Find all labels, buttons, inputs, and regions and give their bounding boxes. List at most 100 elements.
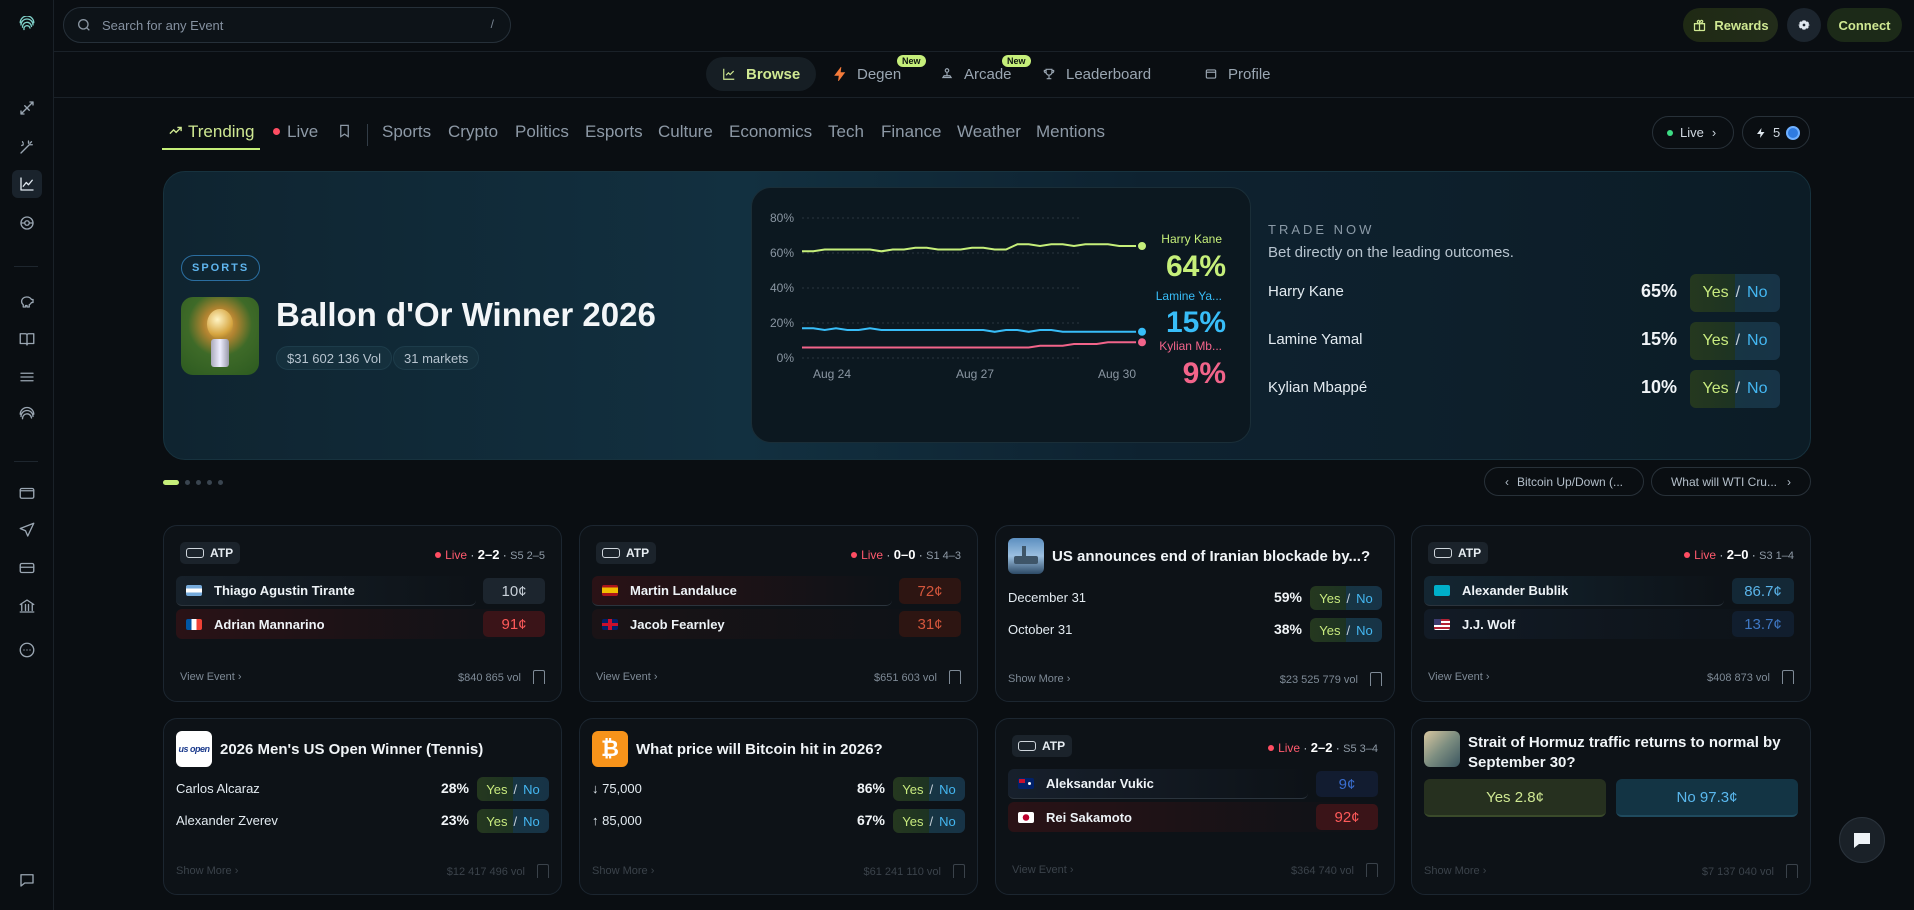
price-button[interactable]: 13.7¢ xyxy=(1732,611,1794,637)
tab-bookmarks[interactable] xyxy=(337,122,352,142)
connect-button[interactable]: Connect xyxy=(1827,8,1902,42)
player-row[interactable]: J.J. Wolf xyxy=(1424,609,1787,639)
price-button[interactable]: 86.7¢ xyxy=(1732,578,1794,604)
tab-profile[interactable]: Profile xyxy=(1188,57,1287,91)
tab-arcade[interactable]: Arcade xyxy=(924,57,1028,91)
yes-button[interactable]: Yes xyxy=(1319,590,1341,606)
yes-button[interactable]: Yes xyxy=(486,781,508,797)
tab-live[interactable]: Live xyxy=(273,122,318,142)
tab-finance[interactable]: Finance xyxy=(881,122,942,141)
match-card[interactable]: ATP Live · 2–0 · S3 1–4 Alexander Bublik… xyxy=(1411,525,1811,702)
brand-icon[interactable] xyxy=(12,401,42,429)
yes-no-buttons[interactable]: Yes / No xyxy=(1690,322,1780,360)
search-input[interactable]: Search for any Event / xyxy=(63,7,511,43)
show-more-link[interactable]: Show More xyxy=(176,865,232,877)
player-row[interactable]: Adrian Mannarino xyxy=(176,609,539,639)
tab-weather[interactable]: Weather xyxy=(957,122,1021,141)
show-more-link[interactable]: Show More xyxy=(592,865,648,877)
no-button[interactable]: No xyxy=(1747,332,1768,349)
yes-no-buttons[interactable]: Yes / No xyxy=(893,777,965,801)
carousel-dot[interactable] xyxy=(207,480,212,485)
tab-leaderboard[interactable]: Leaderboard xyxy=(1026,57,1167,91)
market-card[interactable]: US announces end of Iranian blockade by.… xyxy=(995,525,1395,702)
sports-icon[interactable] xyxy=(12,94,42,122)
tab-mentions[interactable]: Mentions xyxy=(1036,122,1105,141)
settings-button[interactable] xyxy=(1787,8,1821,42)
player-row[interactable]: Rei Sakamoto xyxy=(1008,802,1371,832)
tab-economics[interactable]: Economics xyxy=(729,122,813,141)
view-event-link[interactable]: View Event xyxy=(596,671,651,683)
carousel-dot[interactable] xyxy=(196,480,201,485)
featured-market[interactable]: SPORTS Ballon d'Or Winner 2026 $31 602 1… xyxy=(163,171,1811,460)
price-button[interactable]: 31¢ xyxy=(899,611,961,637)
yes-no-buttons[interactable]: Yes / No xyxy=(1690,274,1780,312)
price-button[interactable]: 91¢ xyxy=(483,611,545,637)
no-button[interactable]: No xyxy=(1356,622,1373,638)
price-button[interactable]: 72¢ xyxy=(899,578,961,604)
bookmark-icon[interactable] xyxy=(1366,863,1378,877)
carousel-prev-button[interactable]: ‹ Bitcoin Up/Down (... xyxy=(1484,467,1644,496)
yes-button[interactable]: Yes 2.8¢ xyxy=(1424,779,1606,817)
tab-esports[interactable]: Esports xyxy=(585,122,643,141)
magic-wand-icon[interactable] xyxy=(12,133,42,161)
bookmark-icon[interactable] xyxy=(949,670,961,684)
bookmark-icon[interactable] xyxy=(533,670,545,684)
tab-browse[interactable]: Browse xyxy=(706,57,817,91)
show-more-link[interactable]: Show More xyxy=(1424,865,1480,877)
chat-icon[interactable] xyxy=(12,866,42,894)
no-button[interactable]: No xyxy=(523,781,540,797)
match-card[interactable]: ATP Live · 0–0 · S1 4–3 Martin Landaluce… xyxy=(579,525,978,702)
no-button[interactable]: No xyxy=(1747,284,1768,301)
tab-sports[interactable]: Sports xyxy=(382,122,432,141)
player-row[interactable]: Jacob Fearnley xyxy=(592,609,955,639)
yes-no-buttons[interactable]: Yes / No xyxy=(1310,586,1382,610)
match-card[interactable]: ATP Live · 2–2 · S5 3–4 Aleksandar Vukic… xyxy=(995,718,1395,895)
market-card[interactable]: us open 2026 Men's US Open Winner (Tenni… xyxy=(163,718,562,895)
yes-button[interactable]: Yes xyxy=(902,813,924,829)
no-button[interactable]: No xyxy=(523,813,540,829)
yes-button[interactable]: Yes xyxy=(1702,332,1729,349)
yes-button[interactable]: Yes xyxy=(902,781,924,797)
price-button[interactable]: 9¢ xyxy=(1316,771,1378,797)
no-button[interactable]: No 97.3¢ xyxy=(1616,779,1798,817)
tab-degen[interactable]: Degen xyxy=(817,57,917,91)
yes-no-buttons[interactable]: Yes / No xyxy=(1690,370,1780,408)
tab-trending[interactable]: Trending xyxy=(168,122,254,142)
player-row[interactable]: Aleksandar Vukic xyxy=(1008,769,1308,799)
carousel-next-button[interactable]: What will WTI Cru... › xyxy=(1651,467,1811,496)
yes-button[interactable]: Yes xyxy=(1702,380,1729,397)
carousel-dot[interactable] xyxy=(185,480,190,485)
view-event-link[interactable]: View Event xyxy=(1428,671,1483,683)
wallet-icon[interactable] xyxy=(12,479,42,507)
live-filter-button[interactable]: Live › xyxy=(1652,116,1734,149)
match-card[interactable]: ATP Live · 2–2 · S5 2–5 Thiago Agustin T… xyxy=(163,525,562,702)
yes-no-buttons[interactable]: Yes / No xyxy=(477,809,549,833)
bookmark-icon[interactable] xyxy=(1786,864,1798,878)
yes-button[interactable]: Yes xyxy=(486,813,508,829)
rewards-button[interactable]: Rewards xyxy=(1683,8,1778,42)
support-chat-button[interactable] xyxy=(1839,817,1885,863)
card-icon[interactable] xyxy=(12,554,42,582)
player-row[interactable]: Thiago Agustin Tirante xyxy=(176,576,476,606)
no-button[interactable]: No xyxy=(939,813,956,829)
market-card[interactable]: ₿ What price will Bitcoin hit in 2026? ↓… xyxy=(579,718,978,895)
bookmark-icon[interactable] xyxy=(1370,672,1382,686)
send-icon[interactable] xyxy=(12,516,42,544)
more-icon[interactable] xyxy=(12,636,42,664)
tab-tech[interactable]: Tech xyxy=(828,122,864,141)
book-icon[interactable] xyxy=(12,325,42,353)
target-icon[interactable] xyxy=(12,209,42,237)
yes-button[interactable]: Yes xyxy=(1702,284,1729,301)
carousel-dot[interactable] xyxy=(218,480,223,485)
bank-icon[interactable] xyxy=(12,592,42,620)
tab-culture[interactable]: Culture xyxy=(658,122,713,141)
yes-no-buttons[interactable]: Yes / No xyxy=(893,809,965,833)
carousel-dot-active[interactable] xyxy=(163,480,179,485)
logo-icon[interactable] xyxy=(12,11,42,39)
bookmark-icon[interactable] xyxy=(537,864,549,878)
layers-icon[interactable] xyxy=(12,363,42,391)
view-event-link[interactable]: View Event xyxy=(180,671,235,683)
yes-button[interactable]: Yes xyxy=(1319,622,1341,638)
bookmark-icon[interactable] xyxy=(1782,670,1794,684)
chart-icon[interactable] xyxy=(12,170,42,198)
